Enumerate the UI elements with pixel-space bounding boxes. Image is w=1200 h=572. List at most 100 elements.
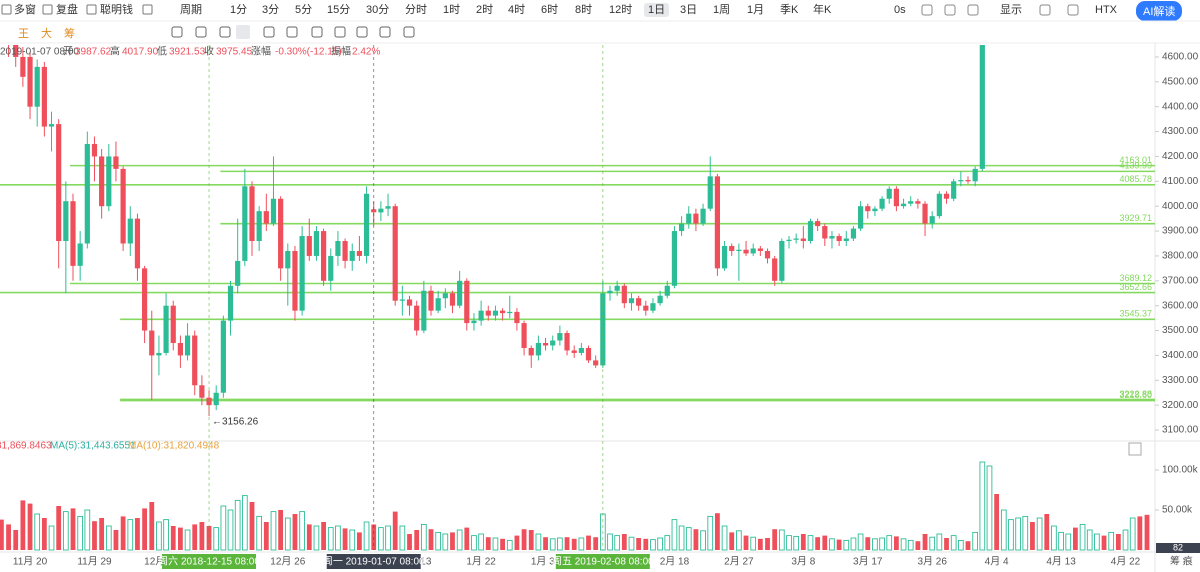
info-text: -0.30%(-12.15) <box>275 47 342 58</box>
toolbar-item[interactable]: 0s <box>894 4 906 16</box>
candle-body <box>865 206 871 212</box>
info-text: 3987.62 <box>75 47 112 58</box>
candle-body <box>700 208 706 224</box>
toolbar-item[interactable]: 8时 <box>575 4 593 16</box>
candle-body <box>528 347 534 356</box>
toolbar-item[interactable]: 1分 <box>230 4 248 16</box>
candle-body <box>378 208 384 213</box>
toolbar-item[interactable]: 聪明钱 <box>100 4 133 16</box>
x-tick-label: 3月 8 <box>791 556 815 568</box>
toolbar-item[interactable]: 分时 <box>405 4 427 16</box>
volume-bar <box>227 509 234 551</box>
candle-body <box>786 239 792 242</box>
level-label: 3929.71 <box>1119 213 1152 223</box>
info-text: 开 <box>63 47 73 58</box>
candle-body <box>779 241 785 281</box>
volume-bar <box>1015 517 1021 551</box>
toolbar-item[interactable]: 季K <box>780 4 799 16</box>
volume-bar <box>950 535 957 551</box>
tool-item[interactable]: 王 <box>18 28 29 40</box>
tool-icon <box>334 26 346 38</box>
candle-body <box>908 201 914 204</box>
level-label: 4163.01 <box>1119 155 1152 165</box>
y-tick-label: 4600.00 <box>1162 52 1199 63</box>
toolbar-item[interactable]: 1时 <box>443 4 461 16</box>
toolbar-item[interactable]: 多窗 <box>14 4 36 16</box>
toolbar-item[interactable]: 1日 <box>644 3 670 17</box>
toolbar-item[interactable]: 6时 <box>541 4 559 16</box>
y-tick-label: 4100.00 <box>1162 176 1199 187</box>
toolbar-icon <box>1067 4 1079 16</box>
volume-bar <box>241 495 248 551</box>
toolbar-item[interactable]: 显示 <box>1000 4 1022 16</box>
toolbar-item[interactable]: 复盘 <box>56 4 78 16</box>
y-tick-label: 3900.00 <box>1162 226 1199 237</box>
toolbar-item[interactable]: 3日 <box>680 4 698 16</box>
level-label: 3652.66 <box>1119 282 1152 292</box>
volume-bar <box>1086 529 1093 551</box>
volume-bar <box>972 531 979 551</box>
volume-bar <box>1094 533 1100 551</box>
volume-bar <box>414 530 420 550</box>
toolbar-item[interactable]: 年K <box>813 4 832 16</box>
ai-button[interactable]: AI解读 <box>1136 1 1183 21</box>
candle-body <box>34 66 40 107</box>
candle-body <box>270 198 277 224</box>
toolbar-item[interactable]: HTX <box>1095 4 1117 16</box>
toolbar-icon <box>967 4 979 16</box>
volume-bar <box>92 521 97 550</box>
volume-value: 31,869.8463 <box>0 441 52 452</box>
volume-bar <box>220 505 227 551</box>
volume-bar <box>1000 509 1007 551</box>
x-tick-label: 4月 4 <box>985 556 1009 568</box>
x-tick-label: 2月 27 <box>724 556 754 568</box>
volume-bar <box>879 537 885 551</box>
candle-body <box>220 320 226 393</box>
toolbar-item[interactable]: 1周 <box>713 4 731 16</box>
volume-bar <box>1044 514 1050 550</box>
candle-body <box>900 203 907 207</box>
toolbar-item[interactable]: 4时 <box>508 4 526 16</box>
volume-bar <box>120 516 126 550</box>
candle-body <box>750 248 756 254</box>
toolbar-item[interactable]: 3分 <box>262 4 280 16</box>
candle-body <box>628 298 635 304</box>
candle-body <box>156 352 162 356</box>
volume-bar <box>435 531 442 551</box>
volume-bar <box>800 534 806 550</box>
volume-bar <box>628 536 635 551</box>
toolbar-item[interactable]: 30分 <box>366 4 390 16</box>
toolbar-item[interactable]: 1月 <box>747 4 765 16</box>
toolbar-item[interactable]: 5分 <box>295 4 313 16</box>
tool-item[interactable]: 筹 <box>64 28 75 40</box>
volume-bar <box>578 537 585 551</box>
toolbar-item[interactable]: 15分 <box>327 4 351 16</box>
volume-bar <box>442 533 449 551</box>
toolbar-item[interactable]: 2时 <box>476 4 494 16</box>
y-tick-label: 4000.00 <box>1162 201 1199 212</box>
candle-body <box>514 311 520 324</box>
candle-body <box>106 156 112 207</box>
volume-bar <box>700 530 706 551</box>
volume-bar <box>922 534 928 550</box>
volume-bar <box>607 533 613 551</box>
candle-body <box>63 201 69 242</box>
volume-bar <box>335 525 341 551</box>
toolbar-item[interactable]: 12时 <box>609 4 633 16</box>
candle-body <box>958 180 964 182</box>
candle-body <box>636 298 642 306</box>
volume-bar <box>378 527 384 551</box>
volume-bar <box>850 537 857 551</box>
volume-bar <box>1036 517 1043 551</box>
candle-body <box>134 218 141 269</box>
volume-bar <box>450 532 455 550</box>
volume-bar <box>299 511 305 551</box>
volume-bar <box>249 502 255 550</box>
toolbar-item[interactable]: 周期 <box>180 4 202 16</box>
candle-body <box>428 290 434 311</box>
volume-bar <box>1101 535 1107 550</box>
tool-item[interactable]: 大 <box>41 28 52 40</box>
volume-bar <box>20 500 26 550</box>
candle-body <box>299 236 305 311</box>
expand-icon[interactable] <box>1128 442 1142 456</box>
